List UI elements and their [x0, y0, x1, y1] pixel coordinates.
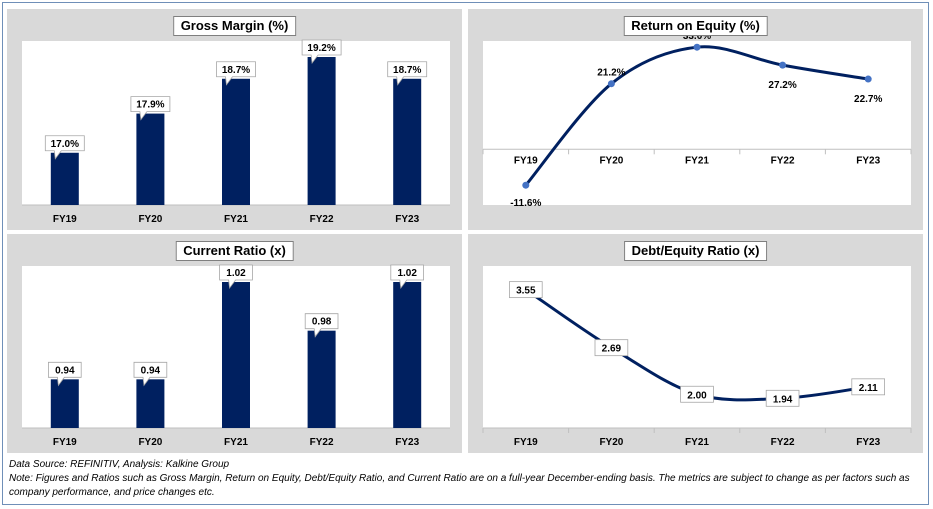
- debt-equity-title: Debt/Equity Ratio (x): [623, 241, 768, 261]
- x-tick-fy19: FY19: [514, 155, 538, 166]
- point-fy21: [693, 43, 701, 51]
- bar-fy23: [393, 78, 422, 205]
- point-fy19: [522, 181, 530, 189]
- return-on-equity-panel: -11.6% FY19 21.2% FY20 33.0% FY21 27.2% FY22 22.…: [468, 9, 923, 230]
- note-text: Note: Figures and Ratios such as Gross M…: [9, 473, 910, 498]
- point-fy20: [607, 80, 615, 88]
- data-label-fy19-text: 3.55: [516, 286, 536, 297]
- data-label-fy19-text: 0.94: [55, 365, 75, 376]
- x-tick-fy23: FY23: [856, 155, 880, 166]
- bar-fy23: [393, 282, 422, 428]
- data-label-fy22-text: 27.2%: [768, 80, 796, 91]
- gross-margin-title: Gross Margin (%): [172, 16, 297, 36]
- data-label-fy21-text: 18.7%: [222, 65, 250, 76]
- bar-fy20: [136, 113, 165, 205]
- data-label-fy20-text: 17.9%: [136, 100, 164, 111]
- data-label-fy20-box: [594, 339, 629, 357]
- gross-margin-panel: 17.0% FY19 17.9% FY20 18.7% FY21 19.2% FY22 18.7…: [7, 9, 462, 230]
- bar-fy21: [222, 282, 250, 428]
- bar-fy20: [136, 379, 165, 428]
- data-label-fy21-box: [680, 385, 714, 403]
- x-tick-fy23: FY23: [395, 437, 419, 448]
- data-label-fy22-text: 19.2%: [307, 43, 335, 54]
- data-label-fy23-box: [390, 264, 424, 290]
- x-tick-fy20: FY20: [599, 155, 623, 166]
- bar-fy19: [50, 379, 79, 428]
- data-label-fy22-box: [765, 389, 800, 407]
- bar-fy19: [50, 152, 79, 205]
- footer: Data Source: REFINITIV, Analysis: Kalkin…: [9, 458, 919, 500]
- data-label-fy22-text: 1.94: [773, 394, 793, 405]
- data-source-text: Data Source: REFINITIV, Analysis: Kalkin…: [9, 459, 230, 470]
- data-label-fy20-text: 21.2%: [597, 68, 625, 79]
- data-label-fy20-group: 17.9%: [130, 96, 171, 121]
- data-label-fy21-text: 33.0%: [683, 31, 711, 42]
- x-tick-fy23: FY23: [395, 214, 419, 225]
- data-label-fy19-text: 17.0%: [51, 139, 79, 150]
- current-ratio-chart: 0.94 FY19 0.94 FY20 1.02 FY21 0.98 FY22 1.02 FY23: [22, 264, 450, 448]
- point-fy22: [779, 61, 787, 69]
- x-tick-fy19: FY19: [53, 437, 77, 448]
- plot-area: [483, 41, 911, 205]
- data-label-fy20-text: 2.69: [602, 344, 622, 355]
- bar-fy22: [307, 57, 336, 205]
- x-tick-fy21: FY21: [224, 437, 248, 448]
- bar-fy22: [307, 330, 336, 428]
- x-tick-fy20: FY20: [599, 437, 623, 448]
- data-label-fy19-box: [509, 281, 543, 299]
- current-ratio-panel: 0.94 FY19 0.94 FY20 1.02 FY21 0.98 FY22 1.02 FY23…: [7, 234, 462, 453]
- data-label-fy23-group: 1.02: [390, 264, 424, 290]
- x-tick-fy19: FY19: [514, 437, 538, 448]
- data-label-fy20-box: [130, 96, 171, 121]
- x-tick-fy22: FY22: [310, 437, 334, 448]
- data-label-fy20-box: [133, 361, 168, 387]
- data-label-fy19-group: 0.94: [48, 361, 82, 387]
- plot-area: [483, 266, 911, 428]
- data-label-fy21-group: 18.7%: [216, 61, 256, 86]
- data-label-fy22-group: 0.98: [304, 313, 339, 338]
- x-tick-fy22: FY22: [310, 214, 334, 225]
- data-label-fy22-text: 0.98: [312, 317, 332, 328]
- data-label-fy20-text: 0.94: [141, 365, 161, 376]
- debt-equity-panel: 3.55 FY19 2.69 FY20 2.00 FY21 1.94 FY22 2.11 FY23…: [468, 234, 923, 453]
- bar-fy21: [222, 78, 250, 205]
- data-label-fy19-box: [48, 361, 82, 387]
- x-tick-fy23: FY23: [856, 437, 880, 448]
- data-label-fy20-group: 0.94: [133, 361, 168, 387]
- data-label-fy22-box: [304, 313, 339, 338]
- data-label-fy19-box: [44, 135, 85, 160]
- data-label-fy23-box: [851, 378, 885, 396]
- return-on-equity-chart: -11.6% FY19 21.2% FY20 33.0% FY21 27.2% FY22 22.…: [482, 31, 912, 209]
- data-label-fy23-text: 22.7%: [854, 94, 882, 105]
- data-label-fy23-text: 2.11: [859, 383, 878, 394]
- x-tick-fy21: FY21: [224, 214, 248, 225]
- data-label-fy23-text: 1.02: [397, 268, 417, 279]
- gross-margin-chart: 17.0% FY19 17.9% FY20 18.7% FY21 19.2% FY22 18.7…: [22, 39, 450, 225]
- data-label-fy21-box: [219, 264, 253, 290]
- x-tick-fy22: FY22: [771, 155, 795, 166]
- data-label-fy23-box: [387, 61, 428, 86]
- data-label-fy22-group: 19.2%: [301, 39, 342, 65]
- x-tick-fy21: FY21: [685, 155, 709, 166]
- x-tick-fy20: FY20: [138, 214, 162, 225]
- data-label-fy19-text: -11.6%: [510, 198, 541, 209]
- debt-equity-chart: 3.55 FY19 2.69 FY20 2.00 FY21 1.94 FY22 2.11 FY23: [482, 266, 912, 448]
- data-label-fy21-group: 1.02: [219, 264, 253, 290]
- x-tick-fy19: FY19: [53, 214, 77, 225]
- data-label-fy23-group: 18.7%: [387, 61, 428, 86]
- return-on-equity-title: Return on Equity (%): [623, 16, 768, 36]
- x-tick-fy21: FY21: [685, 437, 709, 448]
- data-label-fy21-box: [216, 61, 256, 86]
- current-ratio-title: Current Ratio (x): [175, 241, 294, 261]
- data-label-fy21-text: 2.00: [687, 390, 707, 401]
- data-label-fy23-text: 18.7%: [393, 65, 421, 76]
- data-label-fy22-box: [301, 39, 342, 65]
- data-label-fy19-group: 17.0%: [44, 135, 85, 160]
- x-tick-fy20: FY20: [138, 437, 162, 448]
- data-label-fy21-text: 1.02: [226, 268, 246, 279]
- point-fy23: [864, 75, 872, 83]
- x-tick-fy22: FY22: [771, 437, 795, 448]
